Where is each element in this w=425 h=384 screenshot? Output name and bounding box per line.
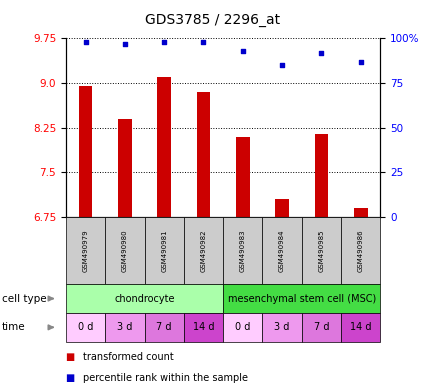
Text: 14 d: 14 d <box>350 322 371 333</box>
Point <box>82 39 89 45</box>
Text: GSM490983: GSM490983 <box>240 229 246 272</box>
Text: GSM490981: GSM490981 <box>161 229 167 272</box>
Text: mesenchymal stem cell (MSC): mesenchymal stem cell (MSC) <box>228 293 376 304</box>
Point <box>200 39 207 45</box>
Bar <box>314 134 328 217</box>
Point <box>279 62 286 68</box>
Text: transformed count: transformed count <box>83 352 174 362</box>
Bar <box>157 77 171 217</box>
Bar <box>236 137 249 217</box>
Text: 7 d: 7 d <box>156 322 172 333</box>
Text: 0 d: 0 d <box>235 322 250 333</box>
Bar <box>275 199 289 217</box>
Bar <box>79 86 92 217</box>
Text: time: time <box>2 322 26 333</box>
Text: 3 d: 3 d <box>275 322 290 333</box>
Bar <box>354 208 368 217</box>
Text: 7 d: 7 d <box>314 322 329 333</box>
Text: GSM490982: GSM490982 <box>201 229 207 272</box>
Point <box>122 41 128 47</box>
Text: GSM490980: GSM490980 <box>122 229 128 272</box>
Point <box>239 48 246 54</box>
Text: GSM490984: GSM490984 <box>279 229 285 272</box>
Text: chondrocyte: chondrocyte <box>114 293 175 304</box>
Text: ■: ■ <box>66 352 78 362</box>
Point <box>318 50 325 56</box>
Text: cell type: cell type <box>2 293 47 304</box>
Text: GSM490986: GSM490986 <box>358 229 364 272</box>
Text: GDS3785 / 2296_at: GDS3785 / 2296_at <box>145 13 280 27</box>
Bar <box>197 92 210 217</box>
Text: GSM490979: GSM490979 <box>82 229 88 272</box>
Bar <box>118 119 132 217</box>
Text: 3 d: 3 d <box>117 322 133 333</box>
Text: ■: ■ <box>66 373 78 383</box>
Text: GSM490985: GSM490985 <box>318 229 324 272</box>
Text: 14 d: 14 d <box>193 322 214 333</box>
Text: 0 d: 0 d <box>78 322 93 333</box>
Point <box>357 58 364 65</box>
Text: percentile rank within the sample: percentile rank within the sample <box>83 373 248 383</box>
Point <box>161 39 167 45</box>
